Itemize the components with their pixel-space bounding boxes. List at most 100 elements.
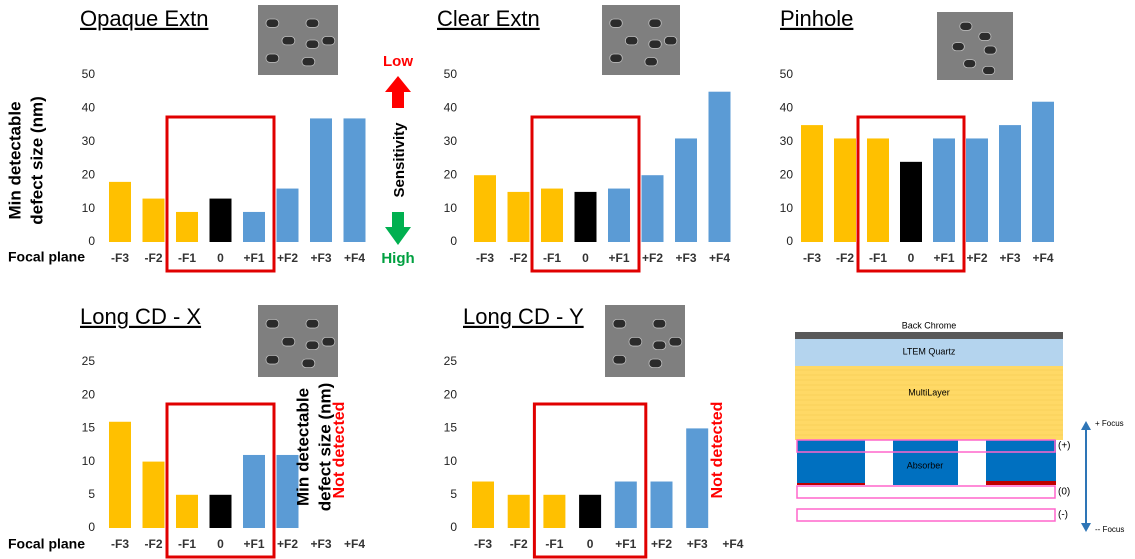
bar	[966, 138, 988, 242]
y-tick-label: 10	[444, 201, 458, 215]
x-tick-label: +F3	[675, 251, 696, 265]
plane-label: (-)	[1058, 510, 1068, 521]
bar	[508, 192, 530, 242]
bar	[999, 125, 1021, 242]
y-axis-label: Min detectable	[5, 101, 24, 219]
bar	[344, 118, 366, 242]
x-axis-label: Focal plane	[8, 536, 85, 552]
y-tick-label: 20	[82, 387, 96, 401]
x-tick-label: -F2	[145, 251, 163, 265]
high-label: High	[381, 250, 414, 267]
sem-feature	[282, 37, 295, 45]
bar	[801, 125, 823, 242]
multilayer	[795, 366, 1063, 440]
y-tick-label: 50	[82, 67, 96, 81]
sem-feature	[266, 319, 279, 328]
layer-label: Back Chrome	[902, 320, 957, 330]
x-tick-label: 0	[217, 251, 224, 265]
x-tick-label: -F2	[510, 251, 528, 265]
y-axis-label: defect size (nm)	[27, 96, 46, 224]
x-tick-label: -F1	[178, 251, 196, 265]
x-tick-label: +F2	[277, 537, 298, 551]
low-label: Low	[383, 53, 413, 70]
y-tick-label: 40	[444, 101, 458, 115]
focus-label: + Focus	[1095, 419, 1124, 428]
y-tick-label: 40	[780, 101, 794, 115]
y-tick-label: 30	[444, 134, 458, 148]
x-tick-label: +F4	[344, 537, 365, 551]
sem-image	[937, 12, 1013, 80]
layer-label: MultiLayer	[908, 387, 950, 397]
bar	[243, 455, 265, 528]
y-tick-label: 15	[444, 421, 458, 435]
sem-feature	[964, 60, 976, 68]
sem-feature	[653, 319, 666, 328]
sem-feature	[629, 337, 642, 346]
bar	[651, 482, 673, 528]
x-tick-label: +F4	[709, 251, 730, 265]
bar	[176, 212, 198, 242]
bar	[543, 495, 565, 528]
sensitivity-label: Sensitivity	[391, 122, 408, 198]
y-tick-label: 25	[82, 354, 96, 368]
y-tick-label: 5	[450, 487, 457, 501]
bar	[508, 495, 530, 528]
x-tick-label: -F2	[836, 251, 854, 265]
y-tick-label: 20	[82, 167, 96, 181]
bar	[109, 182, 131, 242]
sem-feature	[610, 19, 622, 27]
focus-label: -- Focus	[1095, 525, 1124, 534]
absorber-block	[986, 440, 1056, 485]
y-tick-label: 0	[786, 234, 793, 248]
highlight-box	[167, 117, 274, 271]
highlight-box	[534, 404, 645, 557]
sem-feature	[979, 32, 991, 40]
sem-feature	[266, 54, 279, 62]
y-tick-label: 20	[444, 387, 458, 401]
y-tick-label: 30	[82, 134, 96, 148]
x-tick-label: +F1	[933, 251, 954, 265]
layer-label: Absorber	[907, 460, 944, 470]
sem-feature	[322, 337, 335, 346]
bar	[1032, 102, 1054, 242]
bar	[834, 138, 856, 242]
sem-feature	[645, 58, 657, 66]
y-tick-label: 20	[780, 167, 794, 181]
sem-feature	[613, 319, 626, 328]
sem-feature	[302, 58, 315, 66]
x-tick-label: +F1	[608, 251, 629, 265]
y-tick-label: 0	[88, 234, 95, 248]
sem-feature	[649, 40, 661, 48]
bar	[243, 212, 265, 242]
y-axis-label: Min detectable	[293, 388, 312, 506]
x-tick-label: +F3	[999, 251, 1020, 265]
bar	[709, 92, 731, 242]
sem-feature	[282, 337, 295, 346]
chart-title: Long CD - Y	[463, 304, 584, 329]
y-tick-label: 0	[450, 520, 457, 534]
bar	[642, 175, 664, 242]
bar	[210, 495, 232, 528]
sensitivity-indicator: Low Sensitivity High	[381, 53, 414, 267]
x-tick-label: +F1	[243, 251, 264, 265]
sem-feature	[664, 37, 676, 45]
bar	[310, 118, 332, 242]
sem-feature	[306, 40, 319, 48]
absorber-block	[797, 440, 865, 485]
y-tick-label: 50	[444, 67, 458, 81]
chart-title: Clear Extn	[437, 6, 540, 31]
y-tick-label: 10	[444, 454, 458, 468]
bar	[277, 189, 299, 242]
bar	[675, 138, 697, 242]
layer-label: LTEM Quartz	[903, 346, 956, 356]
bar	[686, 428, 708, 528]
y-tick-label: 50	[780, 67, 794, 81]
x-tick-label: -F2	[510, 537, 528, 551]
x-tick-label: +F1	[243, 537, 264, 551]
x-tick-label: -F3	[111, 537, 129, 551]
x-tick-label: -F3	[474, 537, 492, 551]
y-tick-label: 25	[444, 354, 458, 368]
sem-feature	[266, 19, 279, 27]
bar	[109, 422, 131, 528]
sem-feature	[669, 337, 682, 346]
